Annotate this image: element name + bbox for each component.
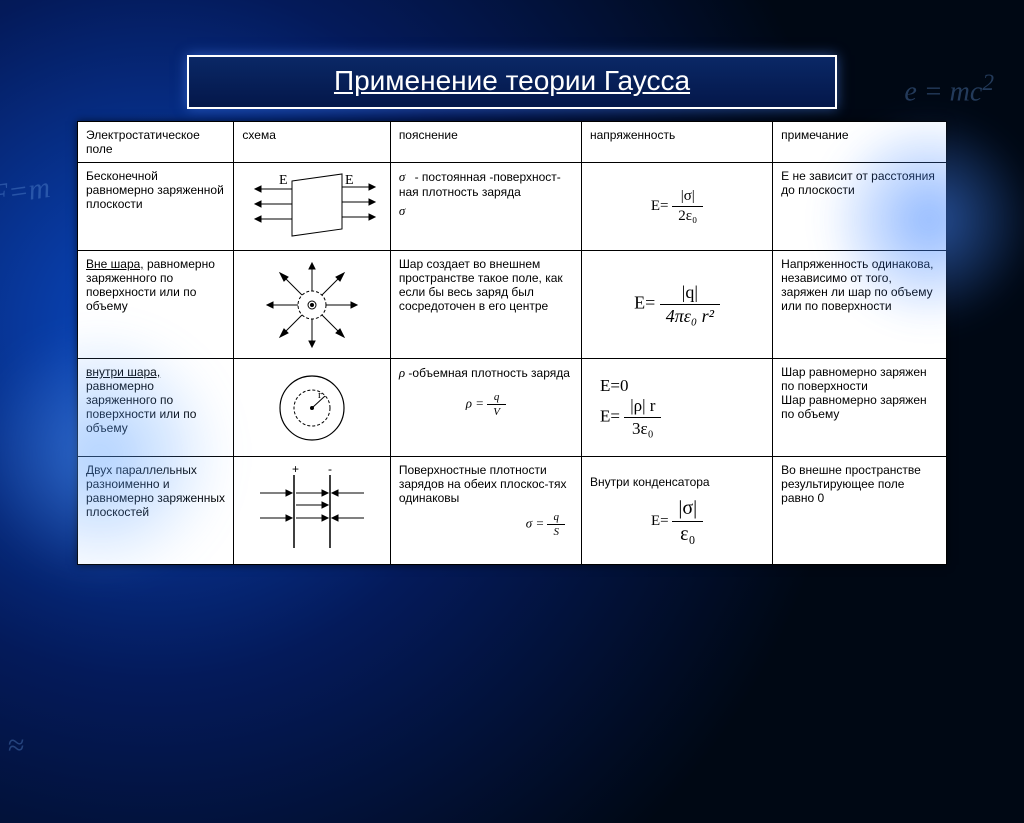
bg-formula-emc2: e = mc2 xyxy=(904,70,994,108)
r4-expl-text: Поверхностные плотности зарядов на обеих… xyxy=(399,463,573,505)
label-E-right: E xyxy=(345,173,354,188)
r2-expl: Шар создает во внешнем пространстве тако… xyxy=(390,251,581,359)
svg-text:r: r xyxy=(318,389,322,401)
r3-expl-text: -объемная плотность заряда xyxy=(408,366,570,380)
r4-note: Во внешне пространстве результирующее по… xyxy=(773,457,947,565)
r4-formula: Внутри конденсатора E= |σ|ε₀ xyxy=(581,457,772,565)
r3-formula: E=0 E= |ρ| r3ε₀ xyxy=(581,359,772,457)
bg-formula-g: g ≈ xyxy=(0,729,24,763)
label-E-left: E xyxy=(279,173,288,188)
r2-schema xyxy=(234,251,390,359)
plane-diagram: E E xyxy=(247,169,377,244)
r3-expl: ρ -объемная плотность заряда ρ = qV xyxy=(390,359,581,457)
slide-title: Применение теории Гаусса xyxy=(187,55,837,109)
r4-expl: Поверхностные плотности зарядов на обеих… xyxy=(390,457,581,565)
r3-note: Шар равномерно заряжен по поверхности Ша… xyxy=(773,359,947,457)
r4-schema: + - xyxy=(234,457,390,565)
sphere-in-diagram: r xyxy=(262,365,362,450)
bg-formula-fma: F=m xyxy=(0,171,52,213)
svg-text:+: + xyxy=(292,463,299,476)
r1-expl: σ - постоянная -поверхност-ная плотность… xyxy=(390,163,581,251)
r1-schema: E E xyxy=(234,163,390,251)
h1: схема xyxy=(234,122,390,163)
h2: пояснение xyxy=(390,122,581,163)
h0: Электростатическое поле xyxy=(78,122,234,163)
r1-formula: E= |σ|2ε₀ xyxy=(581,163,772,251)
capacitor-diagram: + - xyxy=(252,463,372,558)
r1-expl-text: - постоянная -поверхност-ная плотность з… xyxy=(399,170,561,199)
r3-schema: r xyxy=(234,359,390,457)
r2-formula: E= |q|4πε₀ r² xyxy=(581,251,772,359)
r1-field: Бесконечной равномерно заряженной плоско… xyxy=(78,163,234,251)
h3: напряженность xyxy=(581,122,772,163)
svg-text:-: - xyxy=(328,463,332,476)
sphere-out-diagram xyxy=(257,257,367,352)
